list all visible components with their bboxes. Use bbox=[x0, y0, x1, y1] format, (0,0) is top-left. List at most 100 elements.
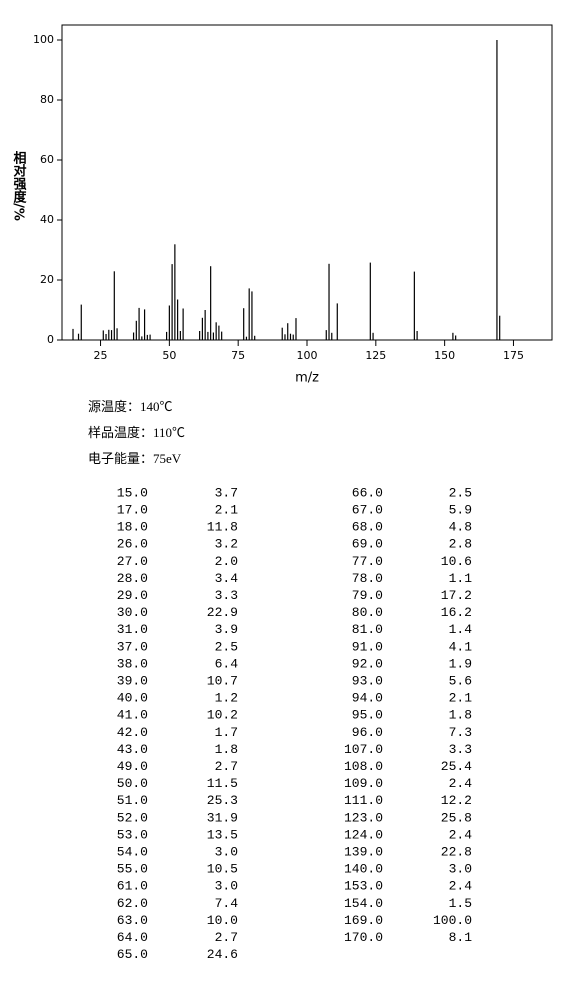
table-intensity: 2.4 bbox=[449, 879, 473, 894]
table-intensity: 4.8 bbox=[449, 520, 472, 535]
y-tick-label: 0 bbox=[47, 333, 54, 346]
x-tick-label: 75 bbox=[231, 349, 245, 362]
table-intensity: 2.7 bbox=[215, 759, 238, 774]
table-intensity: 10.6 bbox=[441, 554, 472, 569]
x-tick-label: 25 bbox=[94, 349, 108, 362]
table-mz: 61.0 bbox=[117, 879, 148, 894]
table-intensity: 2.0 bbox=[215, 554, 238, 569]
table-mz: 111.0 bbox=[344, 793, 383, 808]
info-line: 源温度：140℃ bbox=[88, 399, 173, 414]
table-mz: 64.0 bbox=[117, 930, 148, 945]
table-mz: 79.0 bbox=[352, 588, 383, 603]
table-mz: 55.0 bbox=[117, 862, 148, 877]
y-tick-label: 40 bbox=[40, 213, 54, 226]
table-mz: 49.0 bbox=[117, 759, 148, 774]
table-intensity: 2.1 bbox=[449, 691, 473, 706]
table-mz: 78.0 bbox=[352, 571, 383, 586]
table-mz: 109.0 bbox=[344, 776, 383, 791]
table-mz: 29.0 bbox=[117, 588, 148, 603]
table-intensity: 2.1 bbox=[215, 503, 239, 518]
table-mz: 95.0 bbox=[352, 708, 383, 723]
table-mz: 28.0 bbox=[117, 571, 148, 586]
table-intensity: 22.9 bbox=[207, 605, 238, 620]
table-intensity: 3.0 bbox=[215, 879, 238, 894]
table-intensity: 13.5 bbox=[207, 827, 238, 842]
table-intensity: 4.1 bbox=[449, 639, 473, 654]
table-intensity: 1.2 bbox=[215, 691, 238, 706]
table-intensity: 3.2 bbox=[215, 537, 238, 552]
table-mz: 38.0 bbox=[117, 656, 148, 671]
table-intensity: 31.9 bbox=[207, 810, 238, 825]
table-mz: 53.0 bbox=[117, 827, 148, 842]
x-axis-label: m/z bbox=[295, 371, 319, 386]
table-mz: 39.0 bbox=[117, 674, 148, 689]
y-tick-label: 60 bbox=[40, 153, 54, 166]
table-mz: 62.0 bbox=[117, 896, 148, 911]
table-mz: 54.0 bbox=[117, 845, 148, 860]
table-mz: 69.0 bbox=[352, 537, 383, 552]
table-mz: 51.0 bbox=[117, 793, 148, 808]
table-intensity: 3.3 bbox=[449, 742, 472, 757]
table-intensity: 10.0 bbox=[207, 913, 238, 928]
table-intensity: 1.7 bbox=[215, 725, 238, 740]
table-intensity: 1.5 bbox=[449, 896, 472, 911]
table-intensity: 10.7 bbox=[207, 674, 238, 689]
table-intensity: 12.2 bbox=[441, 793, 472, 808]
table-mz: 80.0 bbox=[352, 605, 383, 620]
table-mz: 108.0 bbox=[344, 759, 383, 774]
table-intensity: 100.0 bbox=[433, 913, 472, 928]
table-mz: 68.0 bbox=[352, 520, 383, 535]
table-mz: 67.0 bbox=[352, 503, 383, 518]
table-intensity: 3.0 bbox=[215, 845, 238, 860]
table-intensity: 5.6 bbox=[449, 674, 472, 689]
table-mz: 31.0 bbox=[117, 622, 148, 637]
table-intensity: 7.4 bbox=[215, 896, 239, 911]
table-intensity: 10.2 bbox=[207, 708, 238, 723]
table-mz: 170.0 bbox=[344, 930, 383, 945]
table-intensity: 2.4 bbox=[449, 827, 473, 842]
table-intensity: 8.1 bbox=[449, 930, 473, 945]
table-intensity: 24.6 bbox=[207, 947, 238, 962]
table-mz: 41.0 bbox=[117, 708, 148, 723]
table-intensity: 11.8 bbox=[207, 520, 238, 535]
table-mz: 18.0 bbox=[117, 520, 148, 535]
x-tick-label: 175 bbox=[503, 349, 524, 362]
table-mz: 30.0 bbox=[117, 605, 148, 620]
table-mz: 27.0 bbox=[117, 554, 148, 569]
table-intensity: 17.2 bbox=[441, 588, 472, 603]
table-intensity: 5.9 bbox=[449, 503, 472, 518]
y-tick-label: 80 bbox=[40, 93, 54, 106]
info-line: 样品温度：110℃ bbox=[88, 425, 185, 440]
y-tick-label: 20 bbox=[40, 273, 54, 286]
table-mz: 94.0 bbox=[352, 691, 383, 706]
table-intensity: 7.3 bbox=[449, 725, 472, 740]
table-mz: 40.0 bbox=[117, 691, 148, 706]
table-mz: 153.0 bbox=[344, 879, 383, 894]
table-intensity: 2.7 bbox=[215, 930, 238, 945]
table-mz: 37.0 bbox=[117, 639, 148, 654]
y-axis-label: 相对强度/% bbox=[11, 151, 27, 221]
table-intensity: 1.9 bbox=[449, 656, 472, 671]
x-tick-label: 50 bbox=[162, 349, 176, 362]
table-intensity: 6.4 bbox=[215, 656, 239, 671]
table-mz: 26.0 bbox=[117, 537, 148, 552]
table-intensity: 25.4 bbox=[441, 759, 472, 774]
y-tick-label: 100 bbox=[33, 33, 54, 46]
x-tick-label: 125 bbox=[365, 349, 386, 362]
table-intensity: 3.9 bbox=[215, 622, 238, 637]
table-intensity: 16.2 bbox=[441, 605, 472, 620]
x-tick-label: 150 bbox=[434, 349, 455, 362]
x-tick-label: 100 bbox=[297, 349, 318, 362]
table-mz: 91.0 bbox=[352, 639, 383, 654]
table-intensity: 25.3 bbox=[207, 793, 238, 808]
table-intensity: 1.8 bbox=[449, 708, 472, 723]
table-intensity: 2.4 bbox=[449, 776, 473, 791]
table-mz: 50.0 bbox=[117, 776, 148, 791]
table-intensity: 2.8 bbox=[449, 537, 472, 552]
table-intensity: 3.7 bbox=[215, 485, 238, 500]
table-mz: 42.0 bbox=[117, 725, 148, 740]
table-mz: 17.0 bbox=[117, 503, 148, 518]
table-intensity: 3.4 bbox=[215, 571, 239, 586]
table-mz: 43.0 bbox=[117, 742, 148, 757]
